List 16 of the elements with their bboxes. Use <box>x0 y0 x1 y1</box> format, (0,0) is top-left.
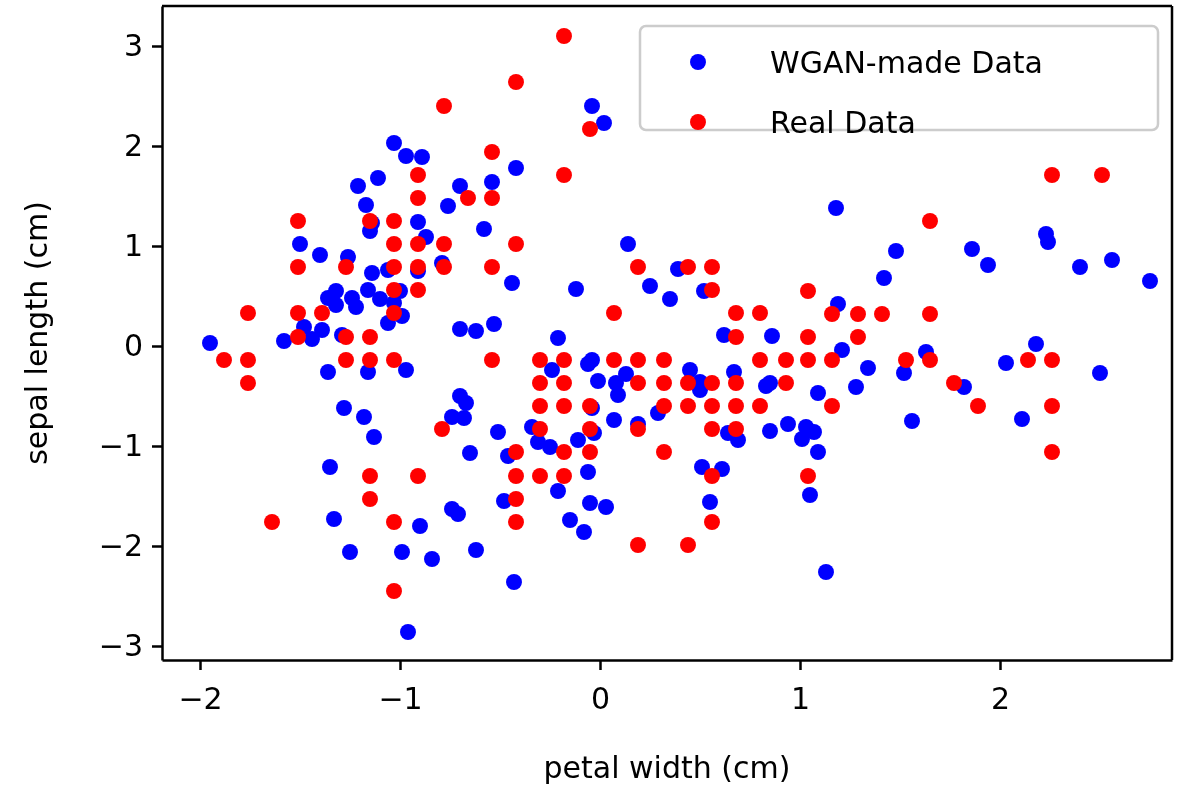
x-tick-label: 0 <box>590 681 611 716</box>
y-tick-label: 2 <box>123 128 143 164</box>
y-tick-label: 0 <box>123 328 143 364</box>
x-tick-label: −1 <box>378 681 423 716</box>
x-tick-label: 1 <box>790 681 811 716</box>
legend-label: WGAN-made Data <box>770 45 1043 80</box>
legend-label: Real Data <box>770 105 916 140</box>
y-tick-label: 3 <box>123 28 143 64</box>
y-tick-label: −2 <box>98 528 143 564</box>
x-tick-label: 2 <box>990 681 1011 716</box>
y-axis-title: sepal length (cm) <box>19 201 54 465</box>
y-tick-label: −3 <box>98 628 143 664</box>
x-axis-title: petal width (cm) <box>543 750 791 785</box>
y-tick-label: 1 <box>123 228 143 264</box>
x-tick-label: −2 <box>178 681 223 716</box>
y-tick-label: −1 <box>98 428 143 464</box>
